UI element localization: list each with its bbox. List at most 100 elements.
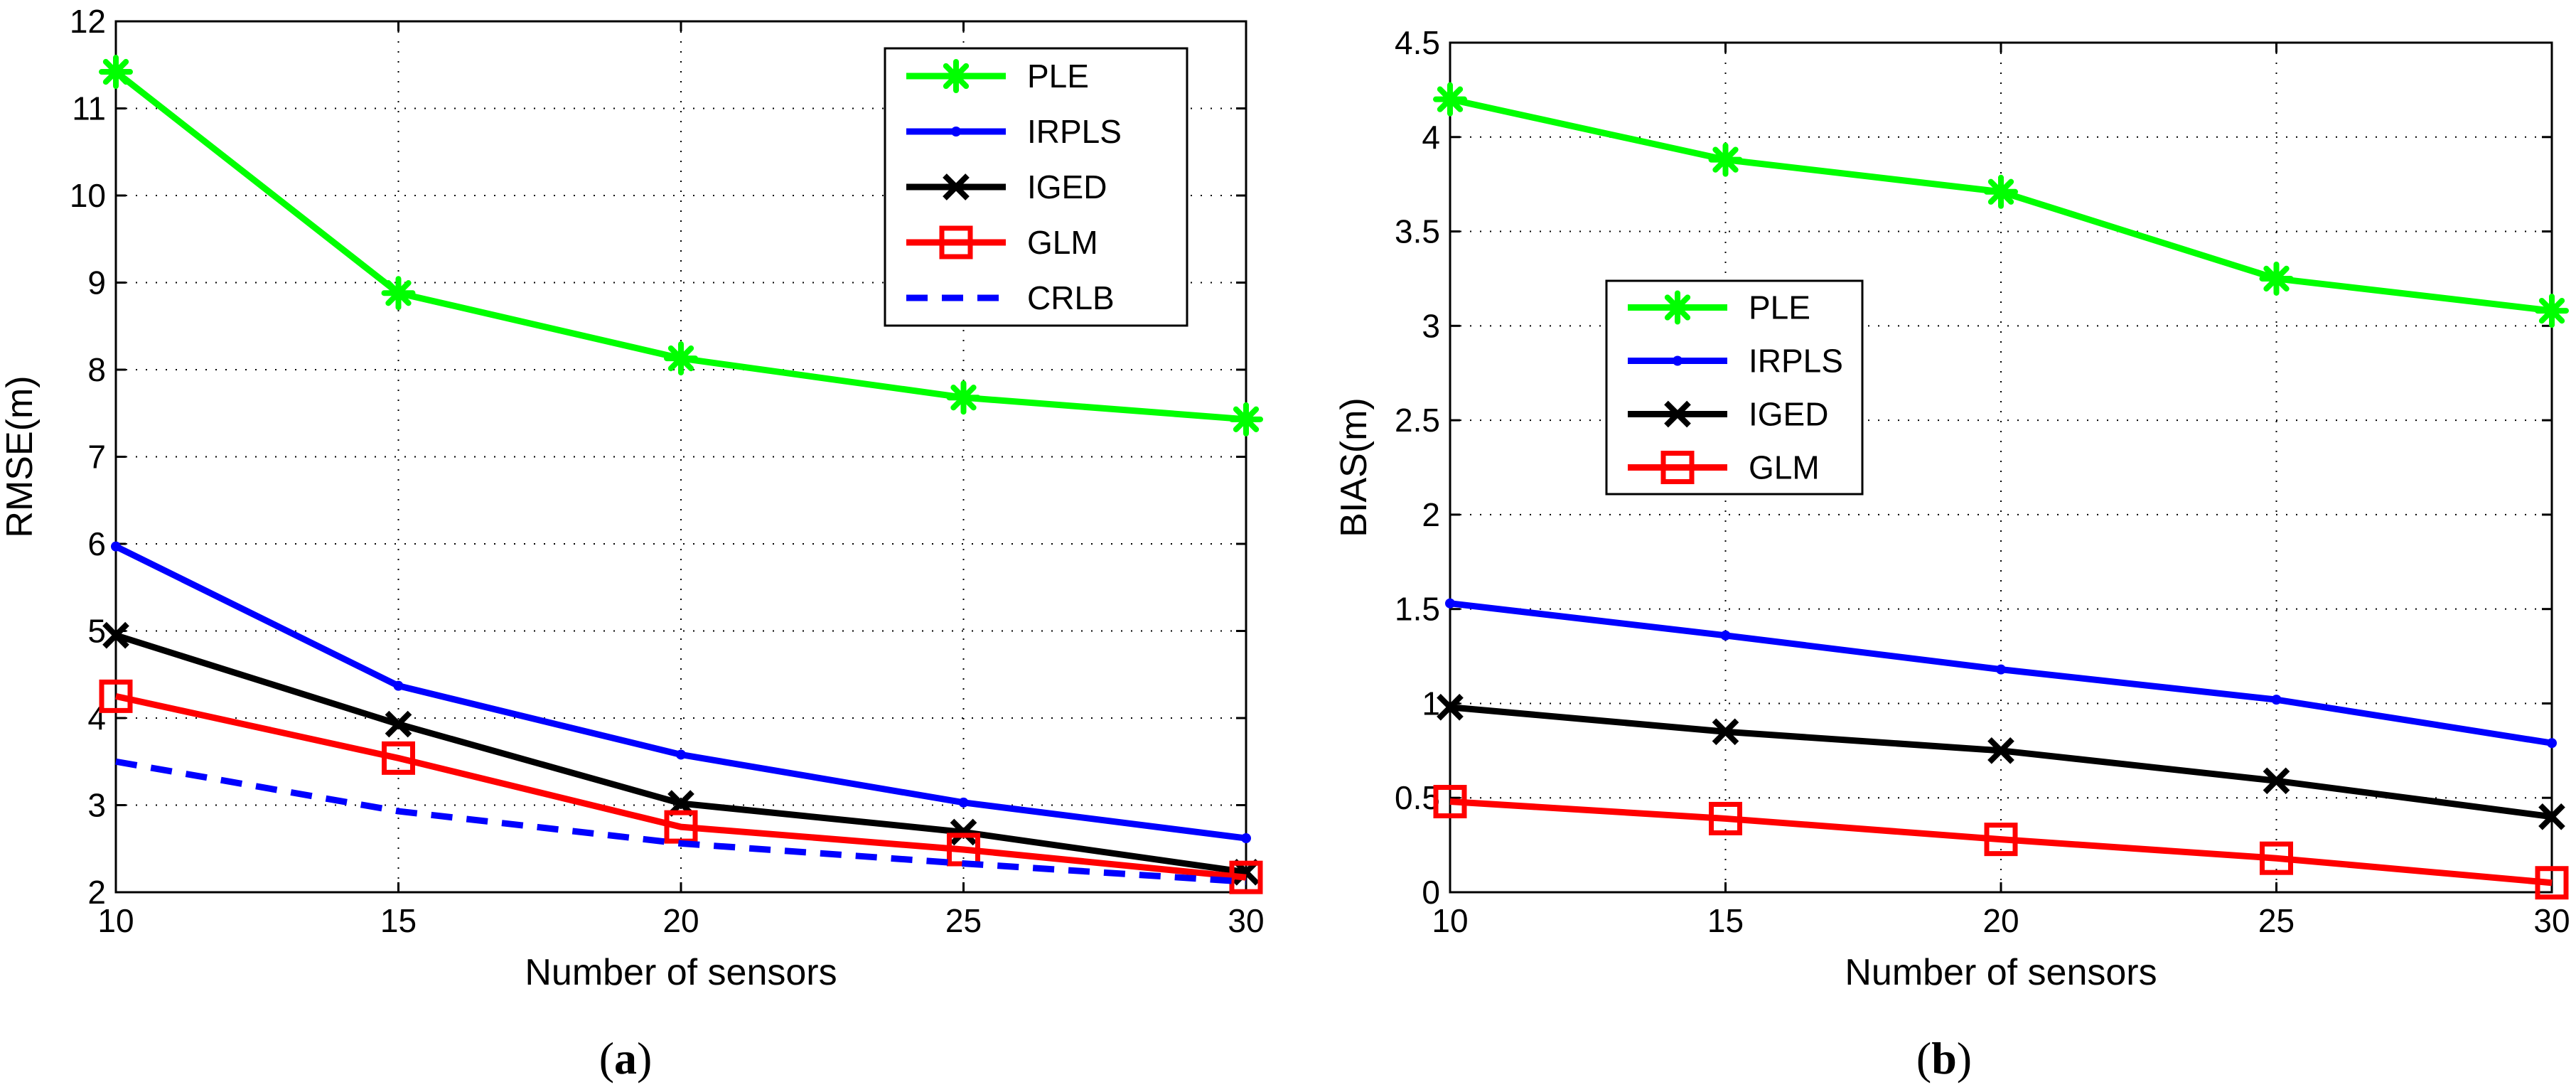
y-tick-label: 5 [87,613,106,650]
legend-label: PLE [1027,58,1089,95]
caption-close: ) [637,1033,652,1083]
series-line-irpls [114,543,1247,842]
y-tick-label: 2.5 [1395,402,1440,439]
data-point-irpls [1445,598,1455,609]
data-point-ple [946,380,981,415]
x-tick-label: 25 [2258,902,2295,939]
legend-label: CRLB [1027,279,1115,316]
caption-open: ( [599,1033,614,1083]
data-point-irpls [111,541,121,552]
legend-label: IRPLS [1749,343,1843,380]
x-tick-label: 20 [1982,902,2019,939]
legend-marker [1673,355,1683,366]
data-point-glm [99,679,133,713]
data-point-irpls [676,749,686,760]
legend-label: IGED [1027,168,1107,205]
x-tick-label: 30 [1228,902,1264,939]
x-axis-label: Number of sensors [1845,952,2157,993]
x-tick-label: 15 [380,902,417,939]
data-point-ple [2535,294,2569,328]
data-point-glm [382,741,415,775]
data-point-ple [1984,174,2018,209]
legend-item-ple: PLE [906,58,1089,95]
data-point-ple [1708,142,1743,177]
y-axis-label: RMSE(m) [0,375,41,537]
y-tick-label: 8 [87,351,106,388]
legend-item-irpls: IRPLS [906,113,1122,150]
y-tick-label: 10 [70,177,106,214]
x-tick-label: 20 [662,902,699,939]
y-tick-label: 0.5 [1395,779,1440,816]
caption-letter: b [1931,1033,1957,1083]
data-point-iged [2538,803,2565,830]
legend: PLE IRPLS IGED GLM CRLB [884,47,1188,327]
data-point-ple [1229,402,1263,437]
series-ple [99,55,1263,437]
y-axis-label: BIAS(m) [1333,397,1375,537]
series-ple [1433,82,2569,328]
caption-letter: a [614,1033,637,1083]
series-line-crlb [115,758,1247,885]
x-tick-label: 25 [945,902,982,939]
y-tick-label: 4.5 [1395,24,1440,61]
legend-item-iged: IGED [1628,396,1828,433]
caption-open: ( [1916,1033,1931,1083]
y-tick-label: 1 [1422,685,1440,722]
data-point-ple [99,55,133,90]
x-tick-label: 15 [1707,902,1744,939]
y-tick-label: 11 [72,90,106,127]
data-point-ple [1433,82,1467,117]
data-point-iged [1437,693,1464,721]
data-point-irpls [1241,833,1251,844]
data-point-irpls [2547,738,2557,749]
legend-item-ple: PLE [1628,289,1810,326]
subfigure-caption: (b) [1916,1033,1972,1083]
series-crlb [115,758,1247,885]
legend: PLE IRPLS IGED GLM [1605,279,1864,496]
y-tick-label: 3.5 [1395,213,1440,250]
legend-item-glm: GLM [1628,449,1820,486]
y-tick-label: 3 [1422,307,1440,344]
data-point-irpls [2271,695,2282,705]
x-tick-label: 10 [1432,902,1468,939]
data-point-ple [2259,261,2294,296]
y-tick-label: 2 [1422,496,1440,533]
series-glm [99,679,1263,894]
x-tick-label: 30 [2533,902,2570,939]
x-axis-label: Number of sensors [525,952,837,993]
legend-marker [1660,290,1695,325]
data-point-iged [102,621,129,649]
series-glm [1433,785,2569,900]
y-tick-label: 4 [1422,119,1440,156]
data-point-glm [2535,866,2569,900]
y-tick-label: 6 [87,525,106,562]
y-tick-label: 12 [70,3,106,40]
y-tick-label: 0 [1422,874,1440,911]
legend-item-glm: GLM [906,224,1098,261]
series-iged [102,621,1260,886]
legend-label: IRPLS [1027,113,1122,150]
data-point-iged [1987,737,2014,764]
data-point-iged [2263,767,2290,795]
series-irpls [111,541,1251,844]
data-point-irpls [1720,630,1731,641]
y-tick-label: 9 [87,264,106,301]
legend-marker [951,127,961,136]
series-line-glm [115,692,1247,881]
y-tick-label: 1.5 [1395,591,1440,628]
legend-label: GLM [1749,449,1820,486]
data-point-irpls [393,680,404,691]
legend-item-iged: IGED [906,168,1107,205]
chart-panel-b: 0 0.5 1 1.5 2 2.5 3 3.5 4 4.5 10 15 20 25 30 Number of … [1333,24,2570,1083]
legend-marker [939,59,973,93]
data-point-ple [381,276,416,311]
caption-close: ) [1957,1033,1972,1083]
y-tick-label: 7 [87,439,106,476]
data-point-glm [1433,785,1467,819]
series-iged [1437,693,2565,830]
data-point-irpls [1996,664,2006,675]
legend-label: PLE [1749,289,1810,326]
data-point-iged [950,818,977,846]
legend-marker [939,225,973,259]
